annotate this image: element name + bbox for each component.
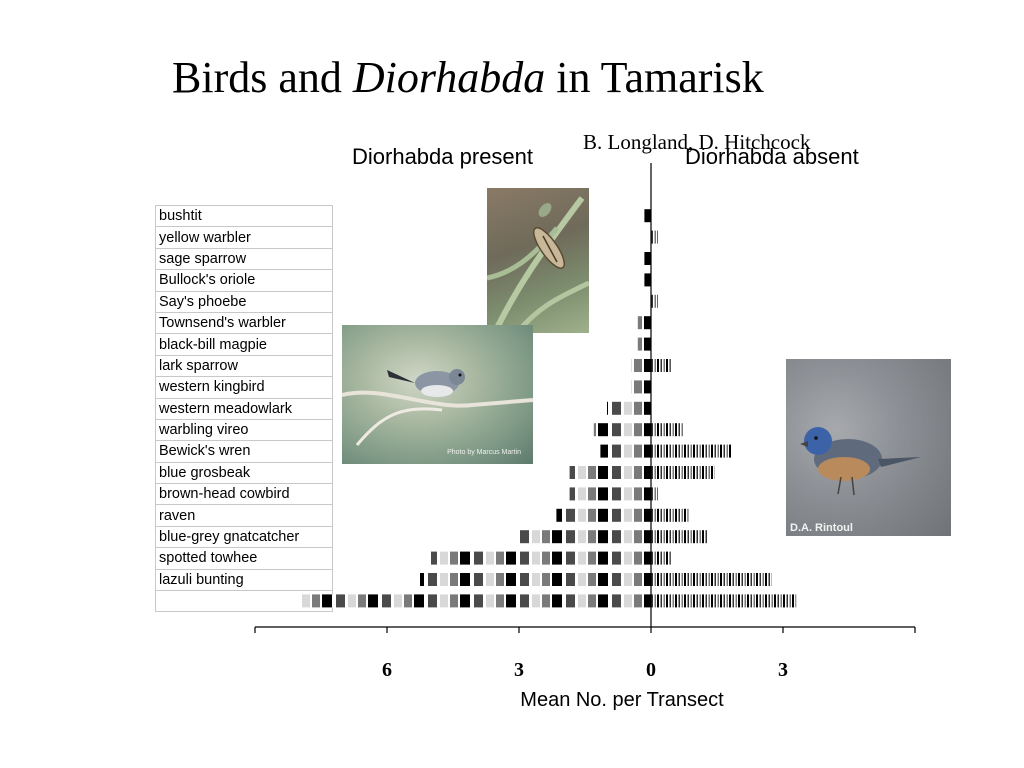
species-label: raven	[155, 504, 333, 527]
species-table: bushtit yellow warbler sage sparrow Bullock…	[155, 204, 333, 613]
bar-present	[607, 401, 651, 415]
x-tick-label: 3	[778, 659, 788, 681]
species-row: lark sparrow	[155, 354, 333, 378]
x-tick-label: 6	[382, 659, 392, 681]
bar-absent	[651, 359, 671, 372]
bar-present	[631, 359, 651, 372]
diorhabda-beetle-photo	[487, 188, 589, 333]
species-row: raven	[155, 504, 333, 527]
lazuli-bunting-photo: D.A. Rintoul	[786, 359, 951, 536]
species-row: warbling vireo	[155, 418, 333, 442]
gnatcatcher-photo-credit: Photo by Marcus Martin	[447, 449, 521, 456]
species-label: sage sparrow	[155, 247, 333, 271]
diorhabda-absent-label: Diorhabda absent	[685, 144, 859, 169]
bar-absent	[651, 487, 658, 501]
authors: B. Longland, D. Hitchcock	[583, 130, 811, 154]
bar-present	[644, 273, 651, 287]
species-label: blue-grey gnatcatcher	[155, 525, 333, 549]
x-tick-label: 0	[646, 659, 656, 681]
bar-present	[631, 380, 651, 394]
bar-absent	[651, 551, 671, 565]
slide-title: Birds and Diorhabda in Tamarisk	[172, 53, 764, 102]
bar-absent	[651, 466, 715, 479]
bar-absent	[651, 423, 684, 437]
bar-absent	[651, 530, 709, 544]
species-label: warbling vireo	[155, 418, 333, 442]
species-row: sage sparrow	[155, 247, 333, 271]
diorhabda-present-label: Diorhabda present	[352, 144, 534, 169]
bar-absent	[651, 294, 658, 308]
bar-absent	[651, 230, 658, 244]
x-tick-label: 3	[514, 659, 524, 681]
bar-present	[593, 423, 651, 437]
species-label: western kingbird	[155, 376, 333, 399]
species-row: Bewick's wren	[155, 440, 333, 463]
bar-absent	[651, 594, 797, 608]
bar-present	[644, 252, 651, 265]
bar-present	[420, 573, 651, 586]
bar-present	[569, 487, 651, 501]
bar-present	[644, 209, 651, 223]
species-row: blue-grey gnatcatcher	[155, 525, 333, 549]
bar-present	[431, 551, 651, 565]
bunting-photo-credit: D.A. Rintoul	[790, 522, 853, 534]
bar-present	[600, 444, 651, 458]
bar-present	[299, 594, 651, 608]
species-row: western kingbird	[155, 376, 333, 399]
bar-absent	[651, 573, 772, 586]
species-label: lark sparrow	[155, 354, 333, 378]
bar-absent	[651, 508, 689, 522]
gnatcatcher-photo: Photo by Marcus Martin	[342, 325, 533, 464]
bar-present	[519, 530, 651, 544]
species-label: Bewick's wren	[155, 440, 333, 463]
bar-present	[637, 337, 651, 351]
bar-present	[569, 466, 651, 479]
bar-present	[556, 508, 651, 522]
bar-present	[637, 316, 651, 330]
bar-absent	[651, 444, 733, 458]
x-axis-label: Mean No. per Transect	[520, 689, 724, 711]
